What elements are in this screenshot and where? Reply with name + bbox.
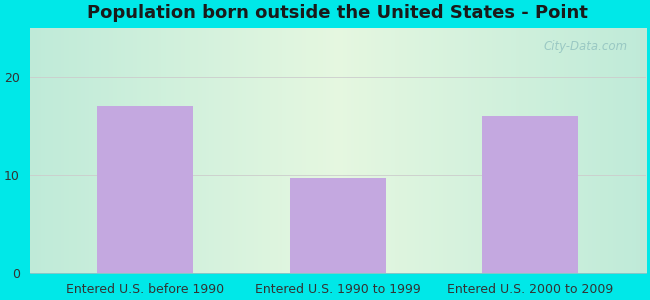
Text: City-Data.com: City-Data.com	[543, 40, 627, 53]
Title: Population born outside the United States - Point: Population born outside the United State…	[87, 4, 588, 22]
Bar	[290, 178, 386, 273]
Bar	[97, 106, 194, 273]
Bar	[482, 116, 578, 273]
